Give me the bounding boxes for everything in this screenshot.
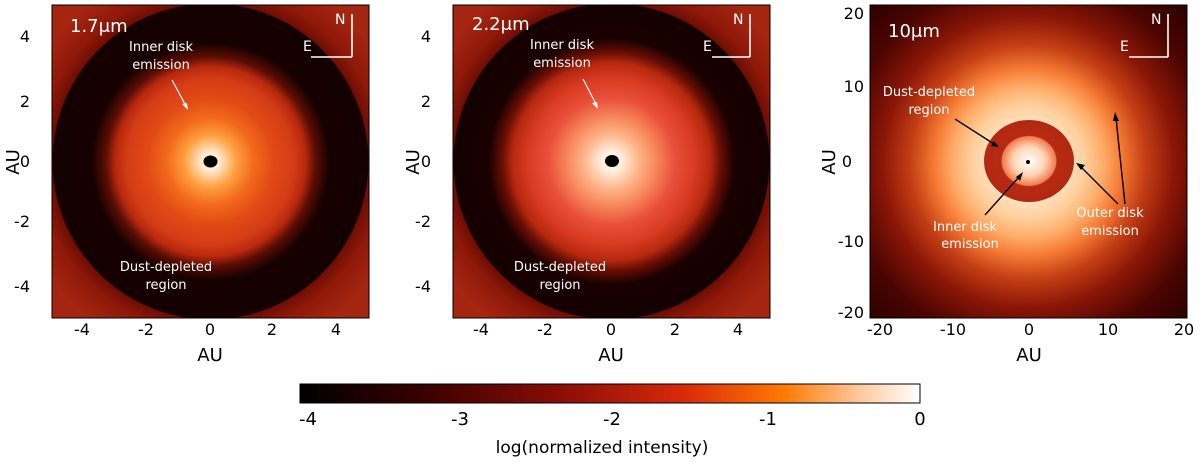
annotation-dust-depleted: Dust-depleted region bbox=[883, 85, 999, 147]
x-tick-label: -4 bbox=[473, 320, 489, 339]
panel-3-compass: N E bbox=[1120, 12, 1169, 58]
y-tick-label: -4 bbox=[415, 277, 431, 296]
x-tick-label: 4 bbox=[733, 320, 743, 339]
panel-2-wavelength: 2.2μm bbox=[472, 14, 530, 35]
y-tick-label: 2 bbox=[421, 92, 431, 111]
panel-3-frame bbox=[869, 4, 1188, 319]
x-tick-label: 20 bbox=[1174, 320, 1194, 339]
y-tick-label: -20 bbox=[838, 303, 864, 322]
svg-text:region: region bbox=[539, 278, 580, 293]
x-tick-label: -10 bbox=[940, 320, 966, 339]
x-tick-label: -2 bbox=[537, 320, 553, 339]
panel-3-y-ticks: 20 10 0 -10 -20 bbox=[838, 4, 864, 322]
panel-2-ylabel: AU bbox=[403, 149, 424, 175]
colorbar-label: log(normalized intensity) bbox=[496, 438, 709, 458]
north-label: N bbox=[733, 12, 743, 28]
panel-2-y-ticks: 4 2 0 -2 -4 bbox=[415, 27, 431, 296]
y-tick-label: 4 bbox=[421, 27, 431, 46]
svg-text:Inner disk: Inner disk bbox=[129, 40, 193, 55]
panel-2: 2.2μm N E Inner disk emission Dust-deple… bbox=[403, 4, 771, 366]
panel-1-wavelength: 1.7μm bbox=[70, 16, 128, 37]
panel-1-y-ticks: 4 2 0 -2 -4 bbox=[14, 27, 30, 296]
colorbar-tick-label: 0 bbox=[914, 409, 925, 430]
panel-2-x-ticks: -4 -2 0 2 4 bbox=[473, 320, 743, 339]
east-label: E bbox=[1120, 39, 1129, 55]
panel-2-compass: N E bbox=[703, 12, 751, 58]
colorbar-tick-label: -1 bbox=[759, 409, 777, 430]
panel-2-frame bbox=[452, 4, 771, 319]
x-tick-label: -4 bbox=[74, 320, 90, 339]
y-tick-label: 10 bbox=[844, 77, 864, 96]
panel-1-image bbox=[52, 5, 369, 318]
x-tick-label: 0 bbox=[606, 320, 616, 339]
panel-2-xlabel: AU bbox=[598, 345, 624, 366]
y-tick-label: -4 bbox=[14, 277, 30, 296]
svg-text:Inner disk: Inner disk bbox=[530, 38, 594, 53]
colorbar-tick-label: -3 bbox=[451, 409, 469, 430]
x-tick-label: -2 bbox=[138, 320, 154, 339]
east-label: E bbox=[703, 39, 712, 55]
colorbar-tick-label: -2 bbox=[603, 409, 621, 430]
panel-1-xlabel: AU bbox=[197, 345, 223, 366]
panel-1: 1.7μm N E Inner disk emission Dust-deple… bbox=[3, 4, 370, 366]
svg-text:emission: emission bbox=[1081, 224, 1139, 239]
svg-text:region: region bbox=[908, 103, 949, 118]
annotation-inner-disk: Inner disk emission bbox=[933, 172, 1023, 252]
svg-text:emission: emission bbox=[941, 237, 999, 252]
y-tick-label: 4 bbox=[20, 27, 30, 46]
x-tick-label: 2 bbox=[267, 320, 277, 339]
x-tick-label: 0 bbox=[205, 320, 215, 339]
y-tick-label: -2 bbox=[14, 212, 30, 231]
panel-3: 10μm N E Dust-depleted region Inner disk… bbox=[819, 4, 1194, 366]
colorbar-gradient bbox=[299, 383, 921, 404]
panel-3-x-ticks: -20 -10 0 10 20 bbox=[867, 320, 1194, 339]
panel-3-wavelength: 10μm bbox=[888, 21, 940, 42]
y-tick-label: 20 bbox=[844, 4, 864, 23]
x-tick-label: 4 bbox=[331, 320, 341, 339]
annotation-inner-disk: Inner disk emission bbox=[129, 40, 193, 110]
svg-text:emission: emission bbox=[132, 58, 190, 73]
y-tick-label: 0 bbox=[842, 152, 852, 171]
x-tick-label: -20 bbox=[867, 320, 893, 339]
panel-1-frame bbox=[51, 4, 370, 319]
central-star-mask bbox=[203, 155, 218, 168]
x-tick-label: 0 bbox=[1024, 320, 1034, 339]
y-tick-label: 0 bbox=[421, 152, 431, 171]
svg-text:Outer disk: Outer disk bbox=[1076, 206, 1144, 221]
colorbar: -4 -3 -2 -1 0 log(normalized intensity) bbox=[299, 383, 926, 458]
x-tick-label: 2 bbox=[670, 320, 680, 339]
panel-1-compass: N E bbox=[303, 12, 353, 58]
panel-3-image bbox=[870, 5, 1187, 318]
y-tick-label: 0 bbox=[20, 152, 30, 171]
svg-text:Dust-depleted: Dust-depleted bbox=[514, 260, 606, 275]
annotation-inner-disk: Inner disk emission bbox=[530, 38, 598, 109]
east-label: E bbox=[303, 39, 312, 55]
svg-text:emission: emission bbox=[533, 56, 591, 71]
y-tick-label: 2 bbox=[20, 92, 30, 111]
svg-text:Inner disk: Inner disk bbox=[933, 220, 997, 235]
annotation-outer-disk: Outer disk emission bbox=[1076, 112, 1144, 239]
y-tick-label: -2 bbox=[415, 212, 431, 231]
x-tick-label: 10 bbox=[1098, 320, 1118, 339]
y-tick-label: -10 bbox=[838, 232, 864, 251]
central-star-mask bbox=[605, 155, 619, 167]
north-label: N bbox=[1151, 12, 1161, 28]
panel-3-xlabel: AU bbox=[1016, 345, 1042, 366]
annotation-dust-depleted: Dust-depleted region bbox=[120, 260, 212, 293]
panel-3-ylabel: AU bbox=[819, 149, 840, 175]
colorbar-tick-label: -4 bbox=[299, 409, 317, 430]
svg-text:region: region bbox=[145, 278, 186, 293]
svg-text:Dust-depleted: Dust-depleted bbox=[120, 260, 212, 275]
north-label: N bbox=[335, 12, 345, 28]
colorbar-ticks: -4 -3 -2 -1 0 bbox=[299, 409, 926, 430]
annotation-dust-depleted: Dust-depleted region bbox=[514, 260, 606, 293]
central-star-mask bbox=[1026, 160, 1030, 164]
svg-text:Dust-depleted: Dust-depleted bbox=[883, 85, 975, 100]
panel-1-ylabel: AU bbox=[3, 149, 24, 175]
panel-1-x-ticks: -4 -2 0 2 4 bbox=[74, 320, 341, 339]
